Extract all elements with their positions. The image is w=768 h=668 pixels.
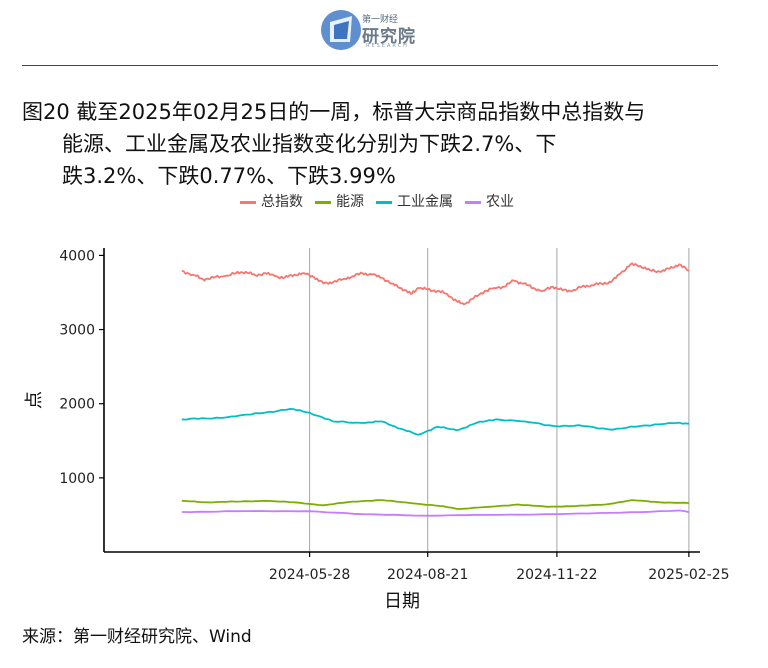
legend-swatch-2 bbox=[376, 200, 392, 204]
figure-caption: 图20 截至2025年02月25日的一周，标普大宗商品指数中总指数与 能源、工业… bbox=[22, 96, 742, 192]
legend-item-3: 农业 bbox=[465, 191, 514, 211]
legend-swatch-1 bbox=[315, 200, 331, 204]
x-axis-title: 日期 bbox=[384, 591, 420, 612]
caption-line-3: 跌3.2%、下跌0.77%、下跌3.99% bbox=[62, 164, 396, 188]
logo-main-text: 研究院 bbox=[362, 27, 416, 47]
logo-emblem bbox=[321, 10, 361, 50]
y-axis-title: 点 bbox=[24, 391, 45, 409]
legend-label-3: 农业 bbox=[486, 194, 514, 210]
legend-swatch-0 bbox=[240, 200, 256, 204]
legend-item-1: 能源 bbox=[315, 191, 364, 211]
y-tick-label-1: 2000 bbox=[59, 397, 95, 413]
legend-item-2: 工业金属 bbox=[376, 191, 453, 211]
x-tick-label-0: 2024-05-28 bbox=[269, 567, 350, 583]
header-divider bbox=[22, 65, 718, 66]
caption-line-1: 图20 截至2025年02月25日的一周，标普大宗商品指数中总指数与 bbox=[22, 100, 646, 124]
y-tick-label-3: 4000 bbox=[59, 248, 95, 264]
legend-label-2: 工业金属 bbox=[397, 194, 453, 210]
series-line-3 bbox=[181, 509, 690, 517]
y-tick-label-2: 3000 bbox=[59, 323, 95, 339]
series-line-0 bbox=[181, 262, 690, 306]
x-tick-label-1: 2024-08-21 bbox=[387, 567, 468, 583]
caption-line-2: 能源、工业金属及农业指数变化分别为下跌2.7%、下 bbox=[62, 132, 557, 156]
source-note: 来源：第一财经研究院、Wind bbox=[22, 627, 252, 647]
logo-sub-text: RESEARCH bbox=[366, 43, 409, 49]
legend-swatch-3 bbox=[465, 200, 481, 204]
x-tick-label-3: 2025-02-25 bbox=[648, 567, 729, 583]
logo-small-text: 第一财经 bbox=[362, 15, 399, 25]
x-tick-label-2: 2024-11-22 bbox=[516, 567, 597, 583]
chart-legend: 总指数 能源 工业金属 农业 bbox=[240, 191, 526, 211]
legend-label-1: 能源 bbox=[336, 194, 364, 210]
y-tick-label-0: 1000 bbox=[59, 471, 95, 487]
legend-label-0: 总指数 bbox=[261, 194, 303, 210]
series-line-1 bbox=[181, 499, 689, 510]
legend-item-0: 总指数 bbox=[240, 191, 303, 211]
series-line-2 bbox=[181, 407, 689, 436]
